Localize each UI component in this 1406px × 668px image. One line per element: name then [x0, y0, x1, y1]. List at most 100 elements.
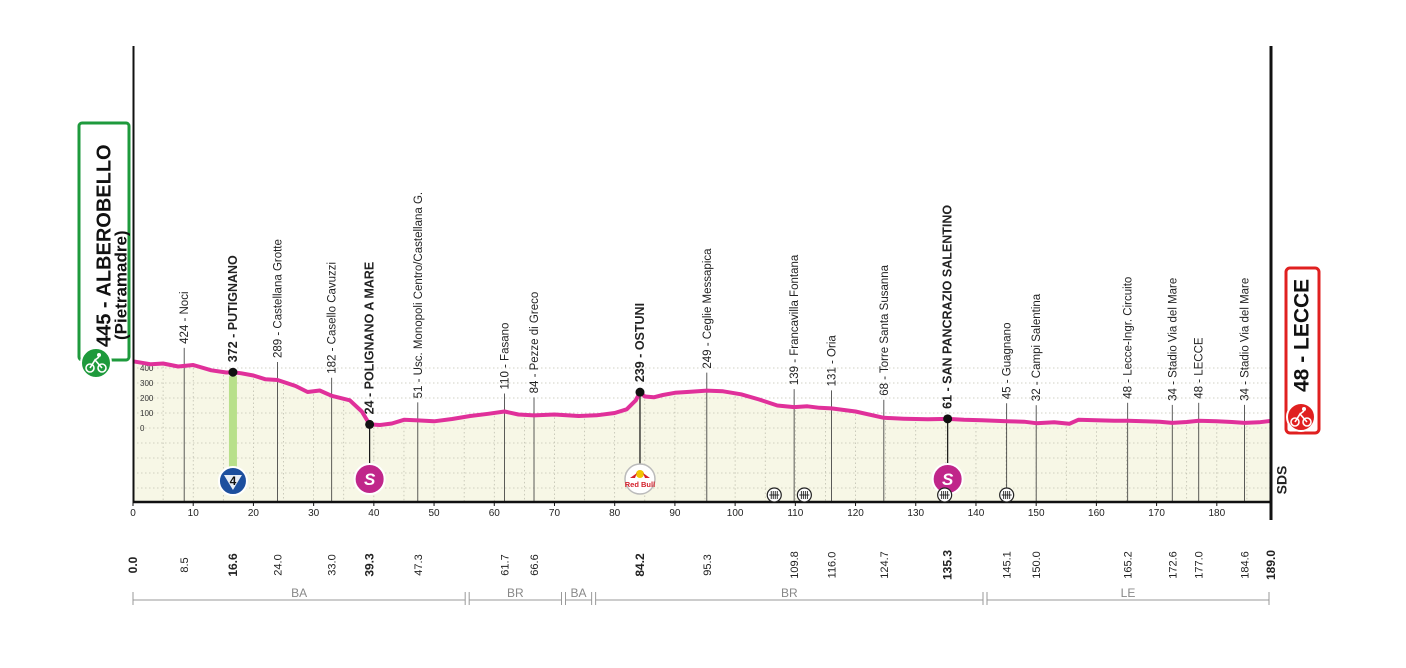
waypoint-km-label-group: 150.0 [1031, 551, 1043, 579]
waypoint-name-label: 34 - Stadio Via del Mare [1240, 278, 1252, 401]
distance-tick-label: 170 [1148, 508, 1165, 519]
waypoint-km-label-group: 61.7 [500, 554, 512, 575]
distance-tick-label: 50 [428, 508, 440, 519]
waypoint-name-label: 45 - Guagnano [1002, 323, 1014, 400]
waypoint-name-label: 110 - Fasano [500, 323, 512, 390]
kom-category-label: 4 [230, 474, 237, 488]
waypoint-name-label: 131 - Oria [826, 335, 838, 387]
profile-fill-area [133, 361, 1271, 501]
waypoint-name-group: 34 - Stadio Via del Mare [1240, 278, 1252, 401]
waypoint-name-group: 131 - Oria [826, 335, 838, 387]
waypoint-km-label: 109.8 [789, 551, 801, 579]
elevation-tick-label: 300 [140, 379, 154, 388]
waypoint-km-label-group: 177.0 [1194, 551, 1206, 579]
waypoint-markers [228, 367, 953, 429]
waypoint-km-label: 172.6 [1167, 551, 1179, 579]
waypoint-name-label: 32 - Campi Salentina [1031, 293, 1043, 401]
waypoint-km-label: 189.0 [1264, 550, 1278, 580]
waypoint-km-label-group: 109.8 [789, 551, 801, 579]
waypoint-km-label-group: 165.2 [1123, 551, 1135, 579]
waypoint-km-label: 177.0 [1194, 551, 1206, 579]
waypoint-name-group: 84 - Pezze di Greco [529, 292, 541, 394]
red-bull-sun [635, 470, 644, 478]
finish-town-label: 48 - LECCE [1291, 279, 1314, 392]
waypoint-name-label: 68 - Torre Santa Susanna [879, 264, 891, 395]
waypoint-km-label: 39.3 [363, 553, 377, 577]
distance-tick-label: 40 [368, 508, 380, 519]
kom-climb-segments [228, 376, 237, 473]
waypoint-name-group: 32 - Campi Salentina [1031, 293, 1043, 401]
waypoint-km-label-group: 116.0 [826, 552, 838, 579]
kom-climb-segment [228, 376, 237, 473]
waypoint-name-label: 372 - PUTIGNANO [226, 255, 240, 362]
waypoint-name-group: 372 - PUTIGNANO [226, 255, 240, 362]
waypoint-km-label: 135.3 [941, 550, 955, 580]
start-box: 445 - ALBEROBELLO (Pietramadre) [77, 121, 131, 379]
waypoint-name-group: 51 - Usc. Monopoli Centro/Castellana G. [413, 192, 425, 398]
waypoint-km-label: 124.7 [879, 551, 891, 579]
distance-tick-label: 20 [248, 508, 260, 519]
province-label: BR [507, 586, 524, 600]
distance-tick-label: 70 [549, 508, 561, 519]
waypoint-name-group: 182 - Casello Cavuzzi [327, 262, 339, 374]
waypoint-km-label: 33.0 [327, 554, 339, 575]
waypoint-marker [635, 387, 645, 397]
waypoint-name-group: 24 - POLIGNANO A MARE [363, 262, 377, 415]
waypoint-name-group: 34 - Stadio Via del Mare [1167, 278, 1179, 401]
waypoint-km-label: 47.3 [413, 554, 425, 575]
province-label: BA [571, 586, 587, 600]
start-town-label: 445 - ALBEROBELLO [93, 144, 115, 347]
finish-cyclist-icon [1286, 402, 1316, 432]
waypoint-name-label: 84 - Pezze di Greco [529, 292, 541, 394]
distance-tick-label: 0 [130, 508, 136, 519]
distance-tick-label: 10 [188, 508, 200, 519]
red-bull-bulls [629, 473, 650, 478]
distance-tick-label: 180 [1208, 508, 1225, 519]
waypoint-name-label: 51 - Usc. Monopoli Centro/Castellana G. [413, 192, 425, 398]
waypoint-name-group: 68 - Torre Santa Susanna [879, 264, 891, 395]
waypoint-name-label: 239 - OSTUNI [633, 303, 647, 382]
waypoint-name-group: 239 - OSTUNI [633, 303, 647, 382]
kom-category-4-icon: 4 [217, 466, 248, 496]
waypoint-km-label-group: 8.5 [179, 557, 191, 572]
waypoint-km-label-group: 66.6 [529, 554, 541, 575]
distance-tick-label: 90 [669, 508, 681, 519]
waypoint-km-label: 150.0 [1031, 551, 1043, 579]
waypoint-marker [365, 419, 375, 429]
waypoint-km-label: 0.0 [126, 556, 140, 573]
stage-icons: 4 S S Red Bull [217, 463, 964, 496]
distance-tick-label: 60 [489, 508, 501, 519]
sprint-badge-circle [353, 463, 386, 495]
waypoint-km-label-group: 16.6 [226, 553, 240, 577]
waypoint-km-label-group: 95.3 [702, 554, 714, 575]
level-crossing-icon [766, 487, 782, 503]
distance-tick-label: 30 [308, 508, 320, 519]
waypoint-km-labels: 0.0 8.5 16.6 24.0 33.0 39.3 47.3 61.7 66.6 84.2 95… [126, 550, 1278, 580]
waypoint-name-label: 34 - Stadio Via del Mare [1167, 278, 1179, 401]
waypoint-name-group: 48 - LECCE [1194, 337, 1206, 399]
distance-tick-label: 80 [609, 508, 621, 519]
kom-badge-triangle [223, 475, 242, 490]
province-label: LE [1121, 586, 1136, 600]
sds-logo-label: SDS [1274, 466, 1290, 495]
waypoint-km-label-group: 189.0 [1264, 550, 1278, 580]
waypoint-km-label-group: 172.6 [1167, 551, 1179, 579]
sprint-letter: S [364, 470, 376, 489]
waypoint-name-group: 289 - Castellana Grotte [273, 239, 285, 358]
waypoint-marker [943, 414, 953, 424]
waypoint-name-label: 48 - LECCE [1194, 337, 1206, 399]
waypoint-name-label: 424 - Noci [179, 291, 191, 343]
province-label: BR [781, 586, 798, 600]
waypoint-name-group: 139 - Francavilla Fontana [789, 254, 801, 385]
waypoint-km-label: 165.2 [1123, 551, 1135, 579]
waypoint-km-label-group: 135.3 [941, 550, 955, 580]
waypoint-name-label: 24 - POLIGNANO A MARE [363, 262, 377, 415]
waypoint-km-label: 16.6 [226, 553, 240, 577]
waypoint-name-label: 289 - Castellana Grotte [273, 239, 285, 358]
waypoint-km-label-group: 84.2 [633, 553, 647, 577]
waypoint-km-label: 184.6 [1240, 551, 1252, 579]
province-band: BA BR BA BR LE [132, 586, 1270, 605]
sprint-icon: S [353, 463, 386, 495]
profile-grid [133, 366, 1271, 501]
